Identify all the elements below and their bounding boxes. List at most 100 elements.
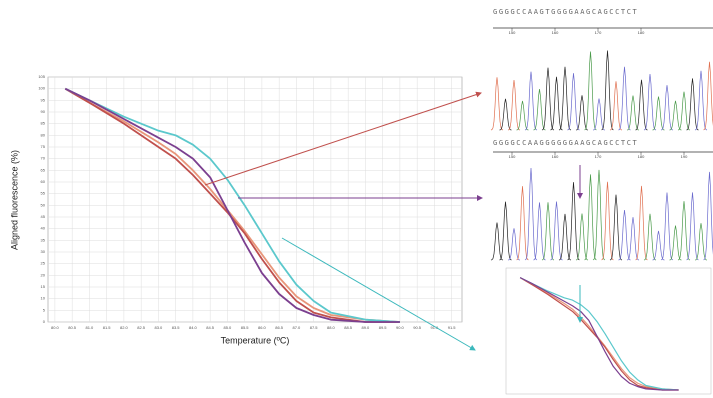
y-axis-label: Aligned fluorescence (%) xyxy=(9,150,19,250)
chromatogram-peak xyxy=(602,182,614,260)
position-label: 160 xyxy=(552,154,559,159)
chromatogram-peak xyxy=(576,95,588,130)
x-tick-label: 83.5 xyxy=(172,325,181,330)
y-tick-label: 10 xyxy=(41,296,46,301)
chromatogram-peak xyxy=(695,223,707,260)
y-tick-label: 30 xyxy=(41,249,46,254)
chromatogram-peak xyxy=(678,92,690,130)
chromatogram-peak xyxy=(559,214,571,260)
chromatogram-peak xyxy=(542,68,554,130)
chromatogram-peak xyxy=(627,96,639,130)
y-tick-label: 35 xyxy=(41,237,46,242)
position-label: 160 xyxy=(552,30,559,35)
chromatogram-peak xyxy=(610,81,622,130)
chromatogram-peak xyxy=(653,231,665,260)
x-axis-label: Temperature (ºC) xyxy=(221,335,290,345)
x-tick-label: 89.5 xyxy=(379,325,388,330)
y-tick-label: 20 xyxy=(41,272,46,277)
chromatogram-peak xyxy=(500,99,512,130)
x-tick-label: 80.0 xyxy=(51,325,60,330)
position-label: 150 xyxy=(509,30,516,35)
chromatogram-peak xyxy=(644,214,656,260)
chromatogram-peak xyxy=(508,80,520,130)
chromatogram-peak xyxy=(551,77,563,130)
y-tick-label: 40 xyxy=(41,226,46,231)
chromatogram-peak xyxy=(602,51,614,130)
x-tick-label: 89.0 xyxy=(362,325,371,330)
x-tick-label: 90.0 xyxy=(396,325,405,330)
chromatogram-peak xyxy=(568,182,580,260)
y-tick-label: 55 xyxy=(41,191,46,196)
chromatogram-peak xyxy=(687,192,699,260)
position-label: 180 xyxy=(638,30,645,35)
position-label: 190 xyxy=(681,154,688,159)
y-tick-label: 0 xyxy=(43,319,46,324)
chromatogram-peak xyxy=(525,72,537,130)
chromatogram-peak xyxy=(568,73,580,130)
chromatogram-peak xyxy=(644,74,656,130)
y-tick-label: 100 xyxy=(38,86,45,91)
chromatogram-peak xyxy=(627,217,639,260)
position-label: 170 xyxy=(595,30,602,35)
y-tick-label: 70 xyxy=(41,156,46,161)
chromatogram-peak xyxy=(619,67,631,130)
x-tick-label: 90.5 xyxy=(413,325,422,330)
chromatogram-peak xyxy=(551,202,563,261)
y-tick-label: 50 xyxy=(41,202,46,207)
x-tick-label: 86.0 xyxy=(258,325,267,330)
y-tick-label: 80 xyxy=(41,132,46,137)
y-tick-label: 60 xyxy=(41,179,46,184)
chromatogram-peak xyxy=(508,228,520,260)
sequence: GGGGCCAAGGGGGGAAGCAGCCTCT xyxy=(493,139,638,147)
x-tick-label: 85.5 xyxy=(241,325,250,330)
chromatogram-peak xyxy=(585,52,597,130)
chromatogram-peak xyxy=(576,214,588,261)
position-label: 180 xyxy=(638,154,645,159)
chromatogram-peak xyxy=(687,78,699,130)
x-tick-label: 82.5 xyxy=(137,325,146,330)
chromatogram-peak xyxy=(610,195,622,260)
chromatogram-peak xyxy=(525,168,537,260)
x-tick-label: 88.0 xyxy=(327,325,336,330)
x-tick-label: 80.5 xyxy=(68,325,77,330)
position-label: 150 xyxy=(509,154,516,159)
x-tick-label: 91.5 xyxy=(448,325,457,330)
chromatogram-peak xyxy=(678,201,690,260)
x-tick-label: 83.0 xyxy=(155,325,164,330)
y-tick-label: 15 xyxy=(41,284,46,289)
chromatogram-peak xyxy=(542,202,554,260)
x-tick-label: 86.5 xyxy=(275,325,284,330)
x-tick-label: 81.0 xyxy=(86,325,95,330)
chromatogram-peak xyxy=(670,101,682,130)
chromatogram-peak xyxy=(517,186,529,260)
x-tick-label: 88.5 xyxy=(344,325,353,330)
chromatogram-peak xyxy=(619,210,631,260)
chromatogram-peak xyxy=(517,101,529,130)
x-tick-label: 91.0 xyxy=(431,325,440,330)
y-tick-label: 105 xyxy=(38,74,45,79)
chromatogram-peak xyxy=(661,85,673,130)
x-tick-label: 85.0 xyxy=(224,325,233,330)
chromatogram-peak xyxy=(491,77,503,130)
chromatogram-peak xyxy=(636,186,648,260)
y-tick-label: 90 xyxy=(41,109,46,114)
x-tick-label: 84.0 xyxy=(189,325,198,330)
chromatogram-peak xyxy=(695,71,707,130)
chromatogram-peak xyxy=(559,67,571,130)
chromatogram-peak xyxy=(534,89,546,130)
y-tick-label: 45 xyxy=(41,214,46,219)
y-tick-label: 95 xyxy=(41,97,46,102)
chromatogram-peak xyxy=(636,80,648,130)
chromatogram-peak xyxy=(500,202,512,260)
x-tick-label: 84.5 xyxy=(206,325,215,330)
chromatogram-peak xyxy=(585,174,597,260)
x-tick-label: 82.0 xyxy=(120,325,129,330)
y-tick-label: 25 xyxy=(41,261,46,266)
y-tick-label: 65 xyxy=(41,167,46,172)
chromatogram-peak xyxy=(670,226,682,260)
sequence: GGGGCCAAGTGGGGAAGCAGCCTCT xyxy=(493,8,638,16)
x-tick-label: 87.0 xyxy=(293,325,302,330)
figure: Temperature (ºC) Aligned fluorescence (%… xyxy=(0,0,713,398)
chromatogram-peak xyxy=(593,170,605,260)
chromatogram-peak xyxy=(704,172,713,260)
